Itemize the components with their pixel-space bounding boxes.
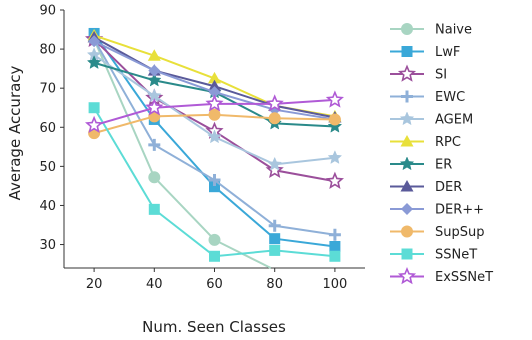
series-exssnet [85,90,344,134]
legend-item-derplusplus: DER++ [390,203,484,218]
data-point-supsup [328,113,341,126]
legend-marker [399,111,415,126]
data-point-ewc [268,219,281,232]
data-point-derplusplus [88,35,101,48]
data-point-er [327,118,343,133]
y-tick-label: 70 [39,82,56,97]
data-point-exssnet [205,94,224,112]
legend-marker [401,248,413,260]
data-point-agem [267,156,282,171]
legend-label: SupSup [435,225,485,240]
data-point-agem [207,129,222,144]
data-point-lwf [329,241,341,252]
legend-label: ExSSNeT [435,270,493,285]
data-point-naive [148,171,161,184]
y-tick-label: 60 [39,121,56,136]
legend-item-naive: Naive [390,23,472,38]
y-tick-label: 90 [39,4,56,19]
legend-marker [400,180,414,192]
data-point-ssnet [329,250,341,262]
data-point-ssnet [269,244,281,256]
data-point-er [147,72,162,87]
legend-item-rpc: RPC [390,135,461,150]
legend-label: RPC [435,135,461,150]
legend-item-supsup: SupSup [390,225,485,240]
legend-item-exssnet: ExSSNeT [390,266,493,285]
legend-label: AGEM [435,113,473,128]
legend-item-si: SI [390,64,447,83]
data-point-ssnet [209,250,220,262]
data-point-rpc [208,71,221,84]
legend-marker [397,266,417,285]
data-point-ewc [208,174,221,187]
series-ssnet [88,102,341,262]
legend: Naive LwF SI EWC AGEM RPC ER DER DER++ SupSup SSNe… [390,23,493,285]
y-tick-label: 40 [39,199,56,214]
legend-marker [399,156,415,171]
data-point-er [86,55,102,69]
data-point-exssnet [145,98,164,116]
data-point-der [208,79,221,92]
legend-label: Naive [435,23,472,38]
data-point-derplusplus [148,64,161,77]
x-tick-label: 40 [146,277,163,292]
legend-marker [401,203,413,215]
legend-label: LwF [435,45,460,60]
y-tick-label: 80 [39,43,56,58]
legend-label: DER [435,180,462,195]
data-point-lwf [269,233,281,245]
y-tick-label: 30 [39,238,56,253]
data-point-rpc [147,49,161,61]
legend-marker [397,64,417,82]
data-point-exssnet [265,94,284,112]
data-point-supsup [268,112,281,125]
legend-marker [400,135,414,147]
legend-item-der: DER [390,180,462,195]
x-tick-label: 60 [206,277,223,292]
legend-item-ewc: EWC [390,90,465,105]
x-tick-label: 80 [266,277,283,292]
data-point-naive [208,233,221,246]
legend-label: EWC [435,90,465,105]
data-point-ssnet [88,102,100,114]
legend-label: SSNeT [435,248,477,263]
legend-label: SI [435,68,447,83]
data-point-ewc [148,138,161,151]
data-point-supsup [208,108,221,121]
legend-marker [401,46,413,57]
data-point-lwf [209,181,220,193]
legend-marker [401,23,413,35]
legend-label: ER [435,158,452,173]
legend-item-ssnet: SSNeT [390,248,477,263]
legend-marker [401,225,413,238]
legend-item-agem: AGEM [390,111,473,128]
data-point-exssnet [325,90,344,108]
legend-item-er: ER [390,156,452,173]
y-axis-title: Average Accuracy [6,65,24,200]
x-axis-title: Num. Seen Classes [142,318,286,336]
x-tick-label: 100 [322,277,347,292]
y-tick-label: 50 [39,160,56,175]
legend-label: DER++ [435,203,484,218]
data-point-agem [327,150,343,164]
data-point-si [265,160,284,179]
data-point-ewc [328,228,341,241]
legend-item-lwf: LwF [390,45,460,60]
data-point-ssnet [148,203,160,215]
series-agem [86,47,343,171]
data-point-si [325,171,344,189]
x-tick-label: 20 [86,277,103,292]
data-point-exssnet [85,115,104,134]
legend-marker [401,90,413,103]
data-point-derplusplus [208,86,221,99]
series-layer [85,27,344,269]
axes-layer: 30 40 50 60 70 80 90 20 40 60 80 100 [39,4,365,292]
